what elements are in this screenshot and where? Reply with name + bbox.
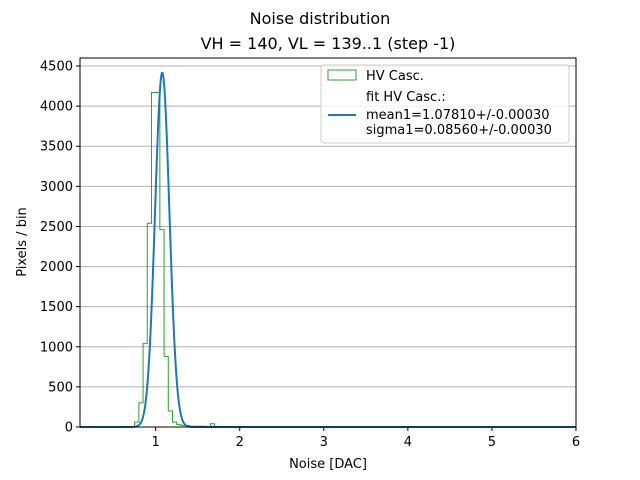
y-tick-label: 2000 bbox=[40, 260, 73, 275]
x-tick-label: 1 bbox=[152, 435, 160, 450]
y-axis-ticks: 0 500 1000 1500 2000 2500 3000 3500 4000 4500 bbox=[40, 60, 80, 436]
y-tick-label: 0 bbox=[65, 421, 73, 436]
y-tick-label: 2500 bbox=[40, 220, 73, 235]
legend-swatch-hv-casc bbox=[327, 69, 357, 81]
legend-label-fit: fit HV Casc.: bbox=[366, 90, 446, 105]
x-tick-label: 6 bbox=[572, 435, 580, 450]
x-tick-label: 2 bbox=[236, 435, 244, 450]
legend-label-hv-casc: HV Casc. bbox=[366, 69, 424, 84]
y-tick-label: 1500 bbox=[40, 300, 73, 315]
legend-label-mean: mean1=1.07810+/-0.00030 bbox=[366, 108, 550, 123]
y-tick-label: 3000 bbox=[40, 180, 73, 195]
chart-title: Noise distribution bbox=[250, 9, 391, 28]
x-tick-label: 4 bbox=[404, 435, 412, 450]
y-tick-label: 4500 bbox=[40, 60, 73, 75]
y-tick-label: 4000 bbox=[40, 100, 73, 115]
y-axis-label: Pixels / bin bbox=[15, 207, 30, 277]
x-tick-label: 5 bbox=[488, 435, 496, 450]
chart-subtitle: VH = 140, VL = 139..1 (step -1) bbox=[201, 34, 456, 53]
legend-box bbox=[320, 64, 570, 144]
x-axis-label: Noise [DAC] bbox=[289, 457, 367, 472]
y-tick-label: 500 bbox=[48, 380, 73, 395]
legend: HV Casc. fit HV Casc.: mean1=1.07810+/-0… bbox=[320, 64, 570, 144]
y-tick-label: 3500 bbox=[40, 140, 73, 155]
plot-frame bbox=[79, 57, 577, 428]
x-tick-label: 3 bbox=[320, 435, 328, 450]
legend-label-sigma: sigma1=0.08560+/-0.00030 bbox=[366, 123, 552, 138]
y-tick-label: 1000 bbox=[40, 340, 73, 355]
x-axis-ticks: 1 2 3 4 5 6 bbox=[152, 427, 580, 450]
